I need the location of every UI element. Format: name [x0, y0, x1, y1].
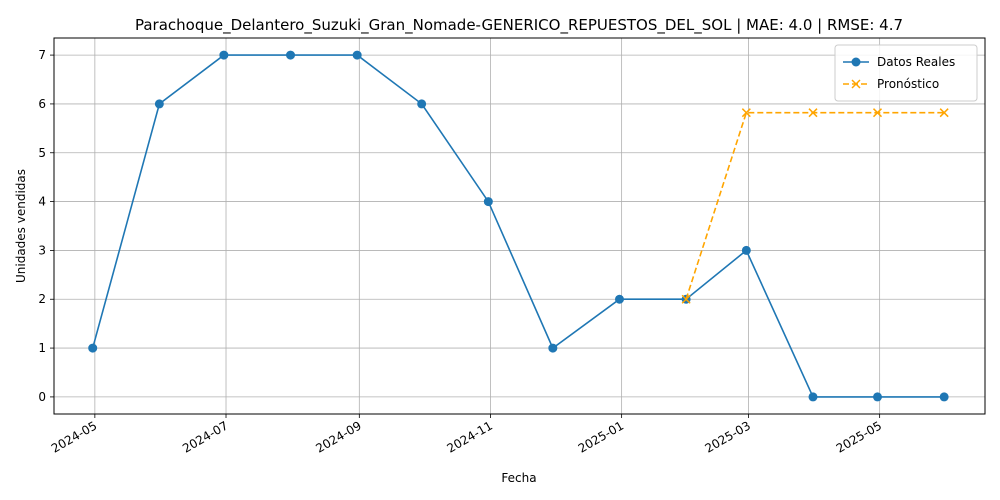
- series-layer: [88, 50, 949, 402]
- actual-data-point: [483, 197, 493, 207]
- actual-data-point: [88, 343, 98, 353]
- y-tick-label: 3: [38, 243, 46, 257]
- y-tick-label: 0: [38, 390, 46, 404]
- y-tick-label: 4: [38, 195, 46, 209]
- forecast-data-point: [872, 108, 883, 118]
- forecast-data-point: [939, 108, 949, 118]
- legend-marker: [851, 79, 861, 89]
- y-tick-label: 1: [38, 341, 46, 355]
- actual-series-line: [91, 54, 945, 398]
- legend-box: [834, 44, 978, 102]
- actual-data-point: [219, 50, 229, 60]
- actual-data-point: [614, 294, 624, 304]
- forecast-data-point: [741, 108, 751, 118]
- actual-series: [88, 50, 949, 402]
- actual-data-point: [154, 99, 164, 109]
- y-tick-label: 7: [38, 48, 46, 62]
- actual-data-point: [741, 245, 751, 255]
- y-tick-label: 6: [38, 97, 46, 111]
- x-axis-title: Fecha: [501, 471, 536, 485]
- actual-data-point: [417, 99, 427, 109]
- y-tick-label: 5: [38, 146, 46, 160]
- actual-data-point: [548, 343, 558, 353]
- legend-item-actual: Datos Reales: [843, 55, 955, 69]
- actual-data-point: [286, 50, 296, 60]
- grid: [54, 38, 985, 414]
- forecast-data-point: [681, 294, 691, 304]
- actual-data-point: [872, 392, 882, 402]
- actual-data-point: [808, 392, 818, 402]
- legend-item-forecast: Pronóstico: [843, 77, 939, 91]
- y-axis-ticks: 0 1 2 3 4 5 6 7: [38, 48, 54, 404]
- actual-data-point: [352, 50, 362, 60]
- legend: Datos Reales Pronóstico: [834, 44, 978, 102]
- forecast-data-point: [808, 108, 818, 118]
- forecast-series: [681, 108, 949, 304]
- legend-label: Datos Reales: [877, 55, 955, 69]
- actual-data-point: [939, 392, 949, 402]
- legend-label: Pronóstico: [877, 77, 939, 91]
- chart-title: Parachoque_Delantero_Suzuki_Gran_Nomade-…: [135, 16, 903, 35]
- legend-marker: [851, 57, 861, 67]
- y-tick-label: 2: [38, 292, 46, 306]
- plot-frame: [53, 37, 986, 415]
- y-axis-title: Unidades vendidas: [14, 169, 28, 283]
